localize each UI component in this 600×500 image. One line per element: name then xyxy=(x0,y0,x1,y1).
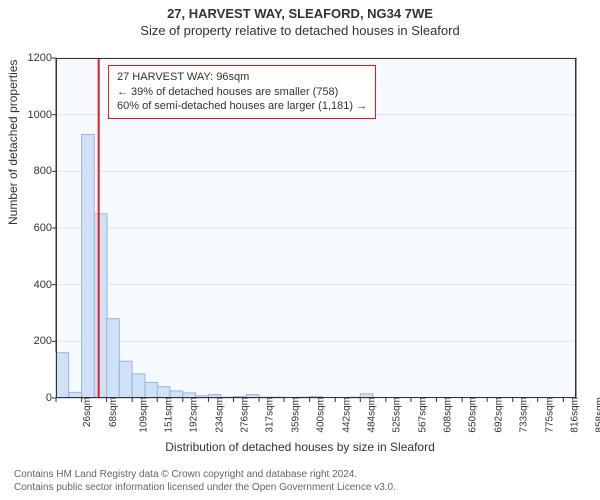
x-tick-label: 68sqm xyxy=(108,397,119,427)
x-tick-label: 816sqm xyxy=(569,397,580,433)
x-tick-label: 234sqm xyxy=(214,397,225,433)
x-tick-label: 650sqm xyxy=(468,397,479,433)
x-axis-label: Distribution of detached houses by size … xyxy=(0,440,600,454)
figure-container: { "header": { "address": "27, HARVEST WA… xyxy=(0,0,600,500)
x-tick-label: 26sqm xyxy=(82,397,93,427)
x-tick-label: 317sqm xyxy=(265,397,276,433)
x-tick-label: 484sqm xyxy=(367,397,378,433)
legend-line: 60% of semi-detached houses are larger (… xyxy=(117,99,367,114)
y-tick-label: 600 xyxy=(22,222,52,234)
y-tick-label: 400 xyxy=(22,279,52,291)
x-tick-label: 525sqm xyxy=(392,397,403,433)
x-tick-label: 400sqm xyxy=(316,397,327,433)
attribution-line-1: Contains HM Land Registry data © Crown c… xyxy=(14,468,396,481)
y-axis-label: Number of detached properties xyxy=(6,60,20,225)
x-tick-label: 109sqm xyxy=(138,397,149,433)
x-tick-label: 359sqm xyxy=(291,397,302,433)
x-tick-label: 858sqm xyxy=(595,397,600,433)
x-tick-label: 276sqm xyxy=(240,397,251,433)
attribution: Contains HM Land Registry data © Crown c… xyxy=(14,468,396,494)
legend-box: 27 HARVEST WAY: 96sqm← 39% of detached h… xyxy=(108,65,376,120)
subtitle: Size of property relative to detached ho… xyxy=(0,23,600,38)
x-tick-label: 608sqm xyxy=(442,397,453,433)
x-tick-label: 442sqm xyxy=(341,397,352,433)
attribution-line-2: Contains public sector information licen… xyxy=(14,481,396,494)
legend-line: ← 39% of detached houses are smaller (75… xyxy=(117,85,367,100)
address-line: 27, HARVEST WAY, SLEAFORD, NG34 7WE xyxy=(0,6,600,21)
x-tick-label: 151sqm xyxy=(164,397,175,433)
y-tick-label: 0 xyxy=(22,392,52,404)
y-tick-label: 1200 xyxy=(22,52,52,64)
x-tick-label: 567sqm xyxy=(417,397,428,433)
legend-line: 27 HARVEST WAY: 96sqm xyxy=(117,70,367,85)
title-block: 27, HARVEST WAY, SLEAFORD, NG34 7WE Size… xyxy=(0,0,600,38)
x-tick-label: 192sqm xyxy=(189,397,200,433)
chart-zone: 020040060080010001200 26sqm68sqm109sqm15… xyxy=(56,58,576,398)
x-tick-label: 733sqm xyxy=(519,397,530,433)
y-tick-label: 200 xyxy=(22,335,52,347)
x-tick-label: 775sqm xyxy=(544,397,555,433)
y-tick-label: 1000 xyxy=(22,109,52,121)
x-tick-label: 692sqm xyxy=(494,397,505,433)
y-tick-label: 800 xyxy=(22,165,52,177)
